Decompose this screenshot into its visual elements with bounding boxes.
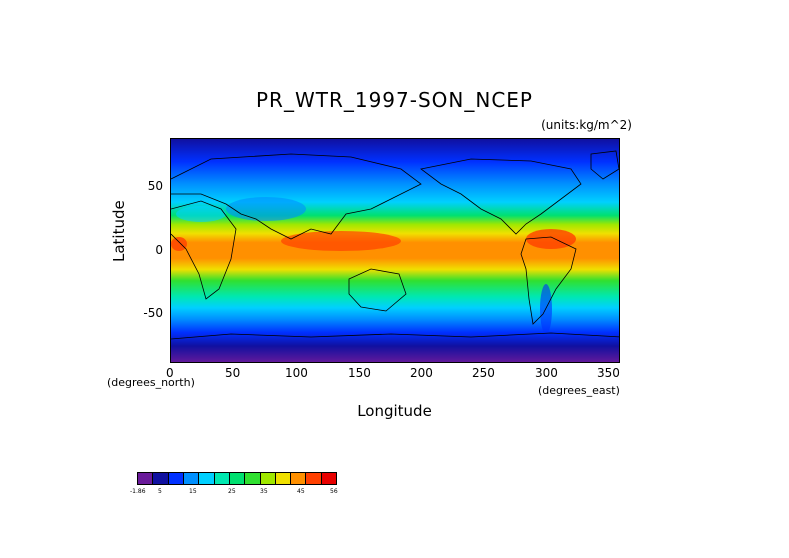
x-tick-200: 200 [410, 366, 433, 380]
colorbar-swatch [291, 473, 307, 484]
colorbar-swatch [199, 473, 215, 484]
colorbar-label: 35 [260, 488, 268, 495]
x-tick-300: 300 [535, 366, 558, 380]
plot-title: PR_WTR_1997-SON_NCEP [256, 88, 533, 112]
y-tick-0: 0 [155, 243, 163, 257]
x-tick-100: 100 [285, 366, 308, 380]
x-tick-50: 50 [225, 366, 241, 380]
colorbar-swatch [275, 473, 292, 484]
units-label: (units:kg/m^2) [541, 118, 632, 132]
x-axis-label: Longitude [357, 402, 432, 420]
map-field [171, 139, 619, 362]
colorbar-swatch [183, 473, 200, 484]
colorbar-swatch [260, 473, 276, 484]
colorbar-label: -1.86 [130, 488, 146, 495]
x-tick-350: 350 [597, 366, 620, 380]
x-tick-250: 250 [472, 366, 495, 380]
precipitable-water-map [170, 138, 620, 363]
y-axis-label: Latitude [110, 200, 128, 262]
y-tick-minus-50: -50 [143, 306, 163, 320]
colorbar-swatch [229, 473, 246, 484]
colorbar-label: 15 [189, 488, 197, 495]
x-units-label: (degrees_east) [538, 384, 620, 397]
colorbar [137, 472, 337, 485]
colorbar-swatch [321, 473, 337, 484]
x-tick-0: 0 [166, 366, 174, 380]
colorbar-swatch [168, 473, 184, 484]
colorbar-swatch [153, 473, 169, 484]
colorbar-swatch [245, 473, 261, 484]
colorbar-swatch [138, 473, 154, 484]
colorbar-label: 56 [330, 488, 338, 495]
y-tick-50: 50 [147, 179, 163, 193]
colorbar-label: 45 [297, 488, 305, 495]
x-tick-150: 150 [348, 366, 371, 380]
colorbar-label: 25 [228, 488, 236, 495]
colorbar-swatch [214, 473, 230, 484]
y-units-label: (degrees_north) [107, 376, 195, 389]
colorbar-label: 5 [158, 488, 162, 495]
colorbar-swatch [306, 473, 322, 484]
